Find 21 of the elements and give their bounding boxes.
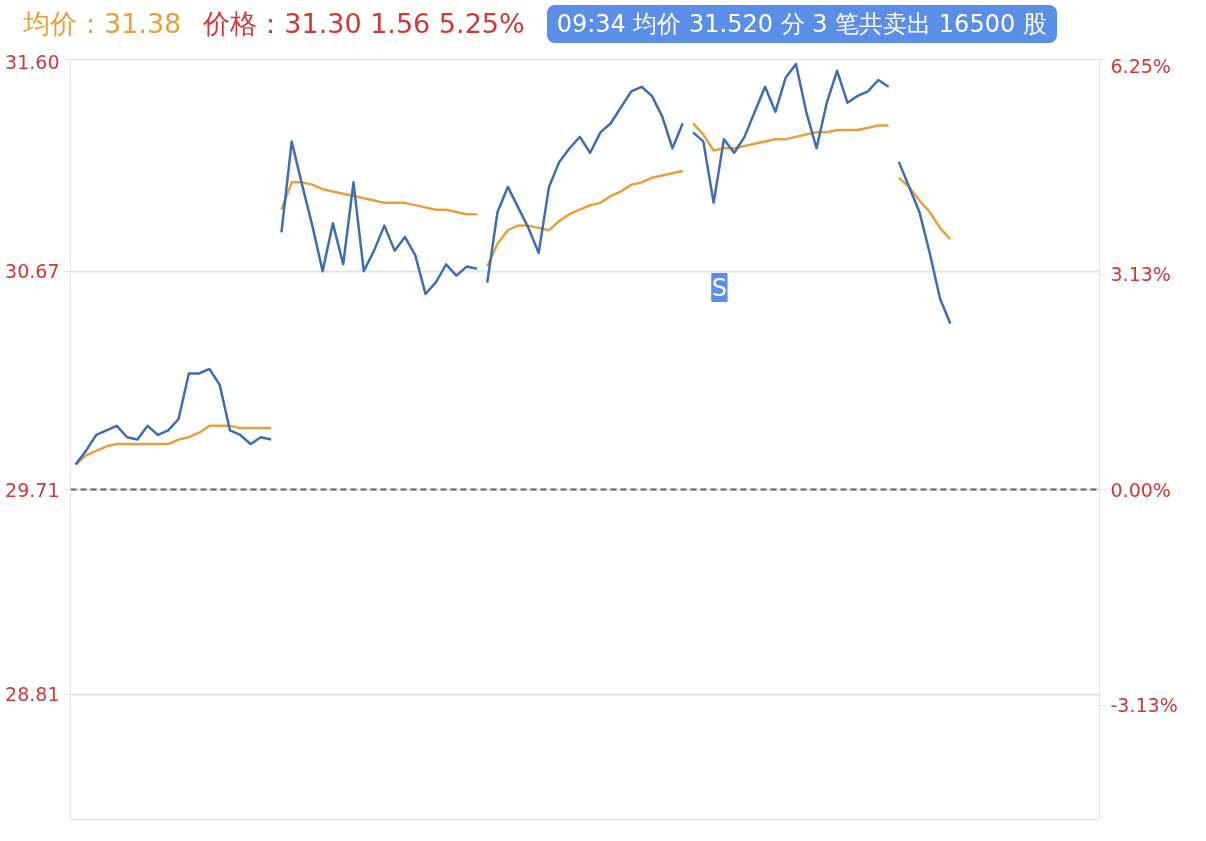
text: 价格：31.30 1.56 5.25% [203, 8, 525, 39]
y-tick-label: 30.67 [5, 260, 60, 283]
line-series [485, 169, 685, 268]
text: 09:34 均价 31.520 分 3 笔共卖出 16500 股 [546, 5, 1057, 44]
line-series [280, 181, 479, 216]
line-series [74, 424, 273, 466]
y2-tick-label: 3.13% [1110, 263, 1171, 286]
line-series [74, 367, 273, 466]
line-series [485, 85, 685, 284]
line-series [691, 62, 890, 205]
y-tick-label: 29.71 [5, 478, 60, 501]
y2-tick-label: 6.25% [1110, 54, 1171, 77]
y-tick-label: 28.81 [5, 683, 60, 706]
y2-tick-label: 0.00% [1110, 478, 1171, 501]
line-series [897, 160, 952, 325]
text: 均价：31.38 [23, 8, 182, 39]
line-series [691, 121, 890, 152]
annotation: S [711, 273, 728, 302]
y2-tick-label: -3.13% [1110, 694, 1178, 717]
line-series [280, 140, 479, 296]
y-tick-label: 31.60 [5, 50, 60, 73]
